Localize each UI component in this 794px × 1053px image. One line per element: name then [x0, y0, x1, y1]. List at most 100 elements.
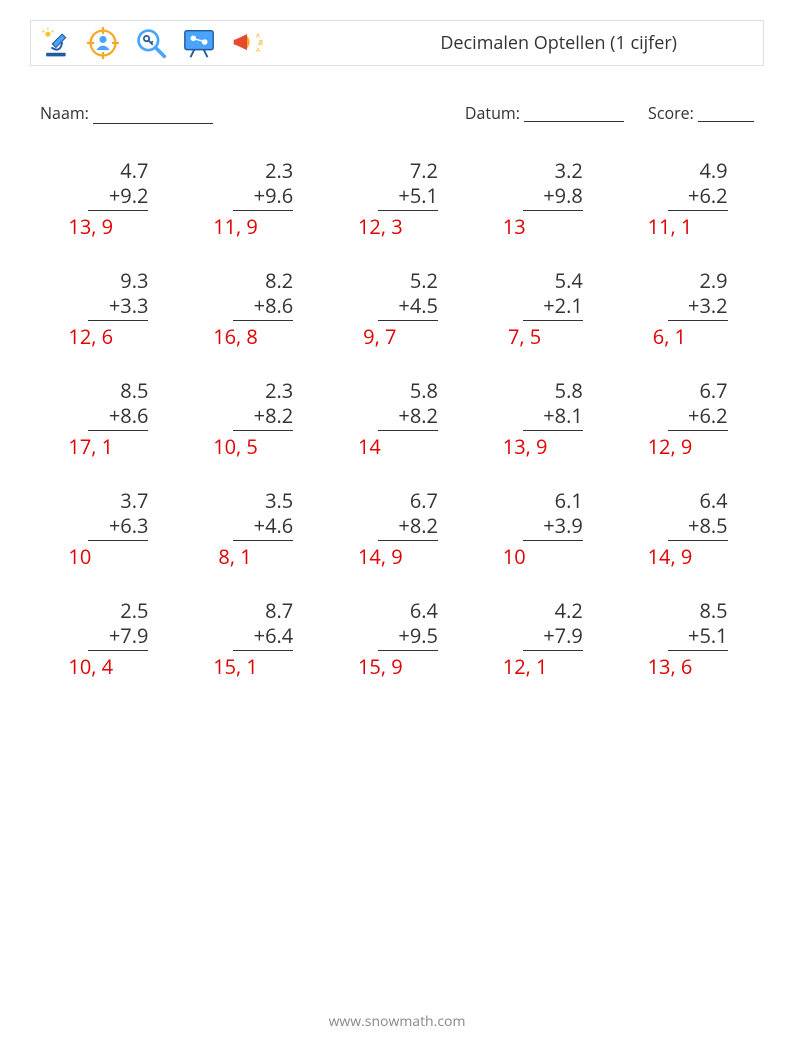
operand-b-row: +9.8 — [523, 183, 583, 208]
operand-a: 5.8 — [523, 378, 583, 403]
problem-cell: 5.2+4.5 9, 7 — [330, 268, 465, 350]
operand-b-row: +2.1 — [523, 293, 583, 318]
operand-a: 4.7 — [88, 158, 148, 183]
footer-link[interactable]: www.snowmath.com — [0, 1012, 794, 1031]
problem-grid: 4.7+9.213, 92.3+9.611, 97.2+5.112, 33.2+… — [30, 158, 764, 680]
operand-b: 7.9 — [555, 623, 583, 648]
problem-rule — [668, 650, 728, 651]
operator: + — [109, 293, 120, 318]
answer: 12, 9 — [646, 433, 728, 460]
operand-b: 6.2 — [699, 403, 727, 428]
info-name: Naam: — [40, 102, 213, 124]
operand-a: 9.3 — [88, 268, 148, 293]
problem-rule — [523, 320, 583, 321]
problem-stack-wrap: 5.8+8.214 — [356, 378, 438, 460]
problem-stack: 5.2+4.5 — [378, 268, 438, 321]
problem-stack-wrap: 3.7+6.310 — [66, 488, 148, 570]
operand-b: 8.6 — [120, 403, 148, 428]
operator: + — [398, 183, 409, 208]
info-score: Score: — [648, 102, 754, 124]
operator: + — [398, 293, 409, 318]
problem-stack-wrap: 9.3+3.3 12, 6 — [66, 268, 148, 350]
answer: 10 — [501, 543, 583, 570]
operand-a: 6.4 — [668, 488, 728, 513]
operand-b: 3.3 — [120, 293, 148, 318]
operand-a: 8.5 — [88, 378, 148, 403]
operator: + — [688, 183, 699, 208]
operator: + — [254, 183, 265, 208]
operator: + — [398, 513, 409, 538]
problem-stack: 3.7+6.3 — [88, 488, 148, 541]
answer: 9, 7 — [356, 323, 438, 350]
problem-stack: 3.2+9.8 — [523, 158, 583, 211]
operand-b: 5.1 — [699, 623, 727, 648]
answer: 10 — [66, 543, 148, 570]
problem-stack: 6.4+9.5 — [378, 598, 438, 651]
operator: + — [254, 293, 265, 318]
operator: + — [109, 403, 120, 428]
problem-rule — [523, 540, 583, 541]
operator: + — [398, 403, 409, 428]
presentation-network-icon — [181, 25, 217, 61]
problem-stack: 8.7+6.4 — [233, 598, 293, 651]
problem-stack-wrap: 7.2+5.112, 3 — [356, 158, 438, 240]
problem-cell: 4.7+9.213, 9 — [40, 158, 175, 240]
answer: 12, 6 — [66, 323, 148, 350]
operand-b: 8.5 — [699, 513, 727, 538]
problem-cell: 7.2+5.112, 3 — [330, 158, 465, 240]
operand-a: 3.5 — [233, 488, 293, 513]
problem-stack-wrap: 6.1+3.910 — [501, 488, 583, 570]
operator: + — [543, 293, 554, 318]
megaphone-icon: A あ A — [229, 25, 265, 61]
problem-stack: 8.5+5.1 — [668, 598, 728, 651]
problem-stack: 7.2+5.1 — [378, 158, 438, 211]
problem-cell: 2.9+3.2 6, 1 — [619, 268, 754, 350]
problem-stack: 5.8+8.2 — [378, 378, 438, 431]
answer: 12, 3 — [356, 213, 438, 240]
magnifier-key-icon — [133, 25, 169, 61]
answer: 14, 9 — [646, 543, 728, 570]
operand-b-row: +3.2 — [668, 293, 728, 318]
answer: 12, 1 — [501, 653, 583, 680]
score-label: Score: — [648, 102, 694, 124]
operator: + — [109, 623, 120, 648]
answer: 11, 1 — [646, 213, 728, 240]
problem-stack: 4.7+9.2 — [88, 158, 148, 211]
operand-b-row: +8.6 — [233, 293, 293, 318]
problem-rule — [378, 650, 438, 651]
operand-a: 2.9 — [668, 268, 728, 293]
score-blank[interactable] — [698, 106, 754, 122]
answer: 6, 1 — [646, 323, 728, 350]
operator: + — [543, 623, 554, 648]
operand-b: 9.8 — [555, 183, 583, 208]
operand-a: 2.5 — [88, 598, 148, 623]
problem-rule — [88, 540, 148, 541]
problem-stack-wrap: 4.7+9.213, 9 — [66, 158, 148, 240]
problem-stack-wrap: 5.8+8.113, 9 — [501, 378, 583, 460]
name-blank[interactable] — [93, 108, 213, 124]
operator: + — [688, 513, 699, 538]
problem-stack-wrap: 5.2+4.5 9, 7 — [356, 268, 438, 350]
answer: 7, 5 — [501, 323, 583, 350]
operand-a: 6.1 — [523, 488, 583, 513]
answer: 14 — [356, 433, 438, 460]
answer: 15, 1 — [211, 653, 293, 680]
operand-b-row: +6.4 — [233, 623, 293, 648]
problem-stack-wrap: 8.5+5.113, 6 — [646, 598, 728, 680]
problem-stack-wrap: 8.5+8.617, 1 — [66, 378, 148, 460]
problem-stack: 5.8+8.1 — [523, 378, 583, 431]
operand-b: 7.9 — [120, 623, 148, 648]
date-blank[interactable] — [524, 106, 624, 122]
operand-a: 5.8 — [378, 378, 438, 403]
operand-a: 4.9 — [668, 158, 728, 183]
operand-b: 3.2 — [699, 293, 727, 318]
answer: 10, 4 — [66, 653, 148, 680]
problem-stack-wrap: 3.2+9.813 — [501, 158, 583, 240]
operator: + — [398, 623, 409, 648]
problem-rule — [523, 430, 583, 431]
problem-stack-wrap: 2.5+7.9 10, 4 — [66, 598, 148, 680]
operand-b-row: +6.2 — [668, 403, 728, 428]
problem-rule — [233, 540, 293, 541]
operand-a: 6.7 — [668, 378, 728, 403]
operand-a: 5.4 — [523, 268, 583, 293]
